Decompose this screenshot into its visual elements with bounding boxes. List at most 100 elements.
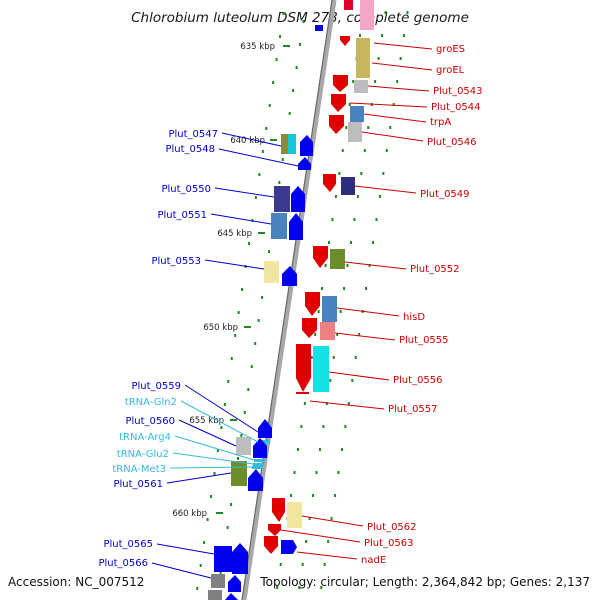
forward-gene-labels: groES groEL Plut_0543 Plut_0544 trpA Plu… <box>280 42 483 566</box>
label-Plut-0553: Plut_0553 <box>151 256 201 267</box>
frame-dash <box>236 457 239 460</box>
frame-dash <box>347 402 350 405</box>
frame-dash <box>281 158 284 161</box>
frame-dash <box>243 411 246 414</box>
frame-dash <box>317 310 320 313</box>
label-groES: groES <box>436 44 465 55</box>
frame-dash <box>323 563 326 566</box>
frame-dash <box>241 288 244 291</box>
frame-dash <box>247 388 250 391</box>
trpA-arrow <box>329 115 344 134</box>
frame-dash <box>219 572 222 575</box>
groEL-box <box>356 38 370 78</box>
frame-dash <box>354 356 357 359</box>
frame-dash <box>237 311 240 314</box>
frame-dash <box>250 365 253 368</box>
frame-dash <box>320 586 323 589</box>
frame-dash <box>377 57 380 60</box>
gene-box-top <box>360 0 374 30</box>
frame-dash <box>331 218 334 221</box>
frame-dash <box>337 471 340 474</box>
tick-645: 645 kbp <box>217 229 265 239</box>
frame-dash <box>340 448 343 451</box>
tick-label: 650 kbp <box>203 323 238 333</box>
genome-backbone-shade <box>241 0 333 600</box>
frame-dash <box>327 540 330 543</box>
Plut-0559-arrow <box>258 419 272 438</box>
frame-dash <box>363 149 366 152</box>
Plut-0566-box <box>211 574 225 588</box>
label-Plut-0563: Plut_0563 <box>364 538 414 549</box>
label-groEL: groEL <box>436 65 465 76</box>
tick-655: 655 kbp <box>189 416 237 426</box>
Plut-0563-arrow <box>268 524 281 536</box>
frame-dash <box>279 35 282 38</box>
frame-dash <box>321 287 324 290</box>
frame-dash <box>344 425 347 428</box>
frame-dash <box>382 172 385 175</box>
frame-dash <box>268 104 271 107</box>
frame-dash <box>312 494 315 497</box>
frame-dash <box>315 471 318 474</box>
hisD-arrow-a <box>305 292 320 316</box>
frame-dash <box>265 127 268 130</box>
label-Plut-0556: Plut_0556 <box>393 375 443 386</box>
label-tRNA-Glu2: tRNA-Glu2 <box>117 449 169 460</box>
frame-dash <box>329 379 332 382</box>
tick-640: 640 kbp <box>230 136 277 146</box>
Plut-0565-arrow <box>232 543 248 574</box>
frame-dash <box>375 218 378 221</box>
Plut-0556-box <box>313 346 329 392</box>
frame-dash <box>199 564 202 567</box>
frame-dash <box>318 448 321 451</box>
Plut-0547-box-a <box>281 134 288 154</box>
tick-635: 635 kbp <box>240 42 290 52</box>
frame-dash <box>290 494 293 497</box>
frame-dash <box>392 103 395 106</box>
frame-dash <box>268 250 270 253</box>
frame-dash <box>298 586 301 589</box>
frame-dash <box>275 58 278 61</box>
gene-arrow-top <box>344 0 353 10</box>
frame-dash <box>365 287 368 290</box>
frame-dash <box>254 342 257 345</box>
frame-dash <box>254 196 257 199</box>
label-Plut-0552: Plut_0552 <box>410 264 460 275</box>
frame-dash <box>240 434 243 437</box>
Plut-0562-box <box>287 502 302 528</box>
frame-dash <box>261 150 264 153</box>
frame-dash <box>332 356 335 359</box>
gene-top-left <box>315 25 323 31</box>
Plut-0544-arrow <box>331 94 346 112</box>
Plut-0548-arrow <box>298 157 311 170</box>
frame-dash <box>226 526 229 529</box>
label-Plut-0566: Plut_0566 <box>98 558 148 569</box>
tick-label: 635 kbp <box>240 42 275 52</box>
Plut-0561-box <box>231 461 247 486</box>
label-tRNA-Arg4: tRNA-Arg4 <box>119 432 171 443</box>
frame-dash <box>230 503 233 506</box>
genome-backbone <box>241 0 337 600</box>
tick-650: 650 kbp <box>203 323 251 333</box>
Plut-0553-box <box>264 261 279 283</box>
frame-dash <box>301 563 304 566</box>
hisD-box <box>322 296 337 322</box>
label-Plut-0549: Plut_0549 <box>420 189 470 200</box>
frame-dash <box>368 264 371 267</box>
frame-dash <box>223 403 226 406</box>
frame-dash <box>351 379 354 382</box>
tick-label: 660 kbp <box>172 509 207 519</box>
frame-dash <box>299 43 302 46</box>
label-Plut-0544: Plut_0544 <box>431 102 481 113</box>
label-Plut-0561: Plut_0561 <box>113 479 163 490</box>
frame-dash <box>257 319 260 322</box>
label-Plut-0565: Plut_0565 <box>103 539 153 550</box>
Plut-0560-arrow <box>253 438 267 458</box>
map-title: Chlorobium luteolum DSM 273, complete ge… <box>131 10 469 26</box>
label-trpA: trpA <box>430 117 451 128</box>
tick-660: 660 kbp <box>172 509 223 519</box>
tRNA-Met3-mark <box>252 466 263 469</box>
frame-dash <box>350 241 352 244</box>
frame-dash <box>210 495 213 498</box>
frame-dash <box>293 471 296 474</box>
